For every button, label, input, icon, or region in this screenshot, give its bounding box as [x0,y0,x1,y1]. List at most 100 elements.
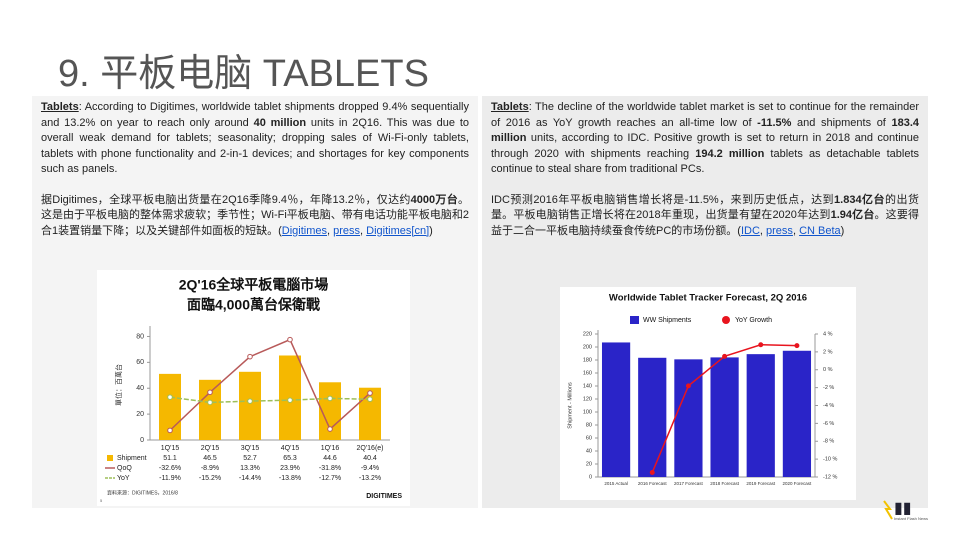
data-label: 46.5 [203,455,217,462]
y-tick-label: 0 [589,474,592,480]
y2-tick-label: -2 % [823,385,834,391]
logo: ▮▮ Instant Flash News [883,500,928,521]
text-run: , [792,224,800,237]
chart-subtitle: 面臨4,000萬台保衛戰 [187,297,320,313]
point [247,353,253,360]
bar [239,371,261,440]
legend-label: Shipment [117,455,147,462]
y2-tick-label: 2 % [823,349,833,355]
y2-tick-label: -10 % [823,457,837,463]
brand: DIGITIMES [366,493,402,500]
x-tick-label: 2019 Forecast [746,481,776,486]
data-label: -9.4% [361,465,379,472]
point [794,343,800,349]
data-label: -13.8% [279,475,301,482]
text-run: Tablets [41,101,79,113]
data-label: 40.4 [363,455,377,462]
y-tick-label: 60 [586,435,592,441]
bar [319,382,341,440]
point [207,399,213,406]
legend-label: YoY [117,475,130,482]
paragraph: Tablets: According to Digitimes, worldwi… [41,100,469,178]
chart-title: 2Q'16全球平板電腦市場 [179,277,329,293]
legend-label: WW Shipments [643,317,692,324]
text-run: IDC预测2016年平板电脑销售增长将是-11.5%，来到历史低点，达到 [491,193,835,206]
text-run: units, according to IDC. Positive growth… [491,132,919,160]
text-run: 183.4 million [491,116,919,145]
y-tick-label: 80 [136,333,144,340]
text-run: 1.834亿台 [834,193,886,206]
link[interactable]: CN Beta [799,224,841,237]
legend-swatch [722,316,730,324]
x-tick-label: 2016 Forecast [638,481,668,486]
data-label: 52.7 [243,455,257,462]
source: 資料來源：DIGITIMES，2016/8 [107,489,178,496]
y-tick-label: 100 [583,409,592,415]
paragraph: IDC预测2016年平板电脑销售增长将是-11.5%，来到历史低点，达到1.83… [491,193,919,240]
y-tick-label: 200 [583,344,592,350]
logo-mark: ▮▮ [894,500,912,517]
y2-tick-label: -12 % [823,474,837,480]
data-label: -32.6% [159,465,181,472]
bar [782,350,812,477]
text-run: 40 million [253,116,307,129]
data-label: 44.6 [323,455,337,462]
text-run: tablets as detachable tablets continue t… [491,147,920,176]
x-tick-label: 1Q'16 [321,445,340,452]
y-tick-label: 20 [136,411,144,418]
y-tick-label: 0 [140,437,144,444]
logo-text: Instant Flash News [894,516,928,521]
point [758,342,764,348]
point [167,394,173,400]
link[interactable]: press [766,224,793,237]
y-tick-label: 180 [583,357,592,363]
bar [199,379,221,440]
point [367,390,373,396]
y-tick-label: 120 [583,396,592,402]
y-tick-label: 40 [586,448,592,454]
paragraph: Tablets: The decline of the worldwide ta… [491,100,919,178]
x-tick-label: 2Q'16(e) [356,445,383,452]
text-run: and shipments of [791,116,892,129]
y-tick-label: 60 [136,359,144,366]
y2-tick-label: 4 % [823,331,833,337]
text-run: ) [429,224,433,237]
slide-title: 9. 平板电脑 TABLETS [58,53,429,95]
legend-swatch [630,316,639,324]
line [169,396,371,404]
logo-bolt [883,500,893,520]
data-label: 23.9% [280,465,300,472]
data-label: -31.8% [319,465,341,472]
point [685,383,691,389]
bar [746,354,775,477]
point [327,426,333,432]
data-label: -13.2% [359,475,381,482]
page-number: 5 [100,498,103,503]
x-tick-label: 2015 Actual [604,481,628,486]
data-label: -15.2% [199,475,221,482]
y2-tick-label: -8 % [823,439,834,445]
bar [159,373,181,440]
legend-label: YoY Growth [735,317,772,324]
link[interactable]: Digitimes[cn] [366,224,430,237]
text-run: 的出货量。平板电脑销售正增长将在2018年重现，出货量有望在2020年达到 [491,193,919,222]
y-tick-label: 140 [583,383,592,389]
text-run: , [360,224,367,237]
text-run: 据Digitimes，全球平板电脑出货量在2Q16季降9.4％，年降13.2％，… [41,193,411,206]
x-tick-label: 2017 Forecast [674,481,704,486]
link[interactable]: Digitimes [281,224,328,237]
y2-tick-label: 0 % [823,367,833,373]
y-tick-label: 20 [586,461,592,467]
link[interactable]: press [333,224,361,237]
x-tick-label: 2018 Forecast [710,481,740,486]
x-tick-label: 3Q'15 [241,445,260,452]
link[interactable]: IDC [740,224,760,237]
data-label: -11.9% [159,475,181,482]
point [247,398,253,404]
text-run: 1.94亿台 [830,209,875,221]
text-run: -11.5% [757,116,792,129]
legend-swatch [107,455,113,461]
x-tick-label: 2020 Forecast [783,481,813,486]
